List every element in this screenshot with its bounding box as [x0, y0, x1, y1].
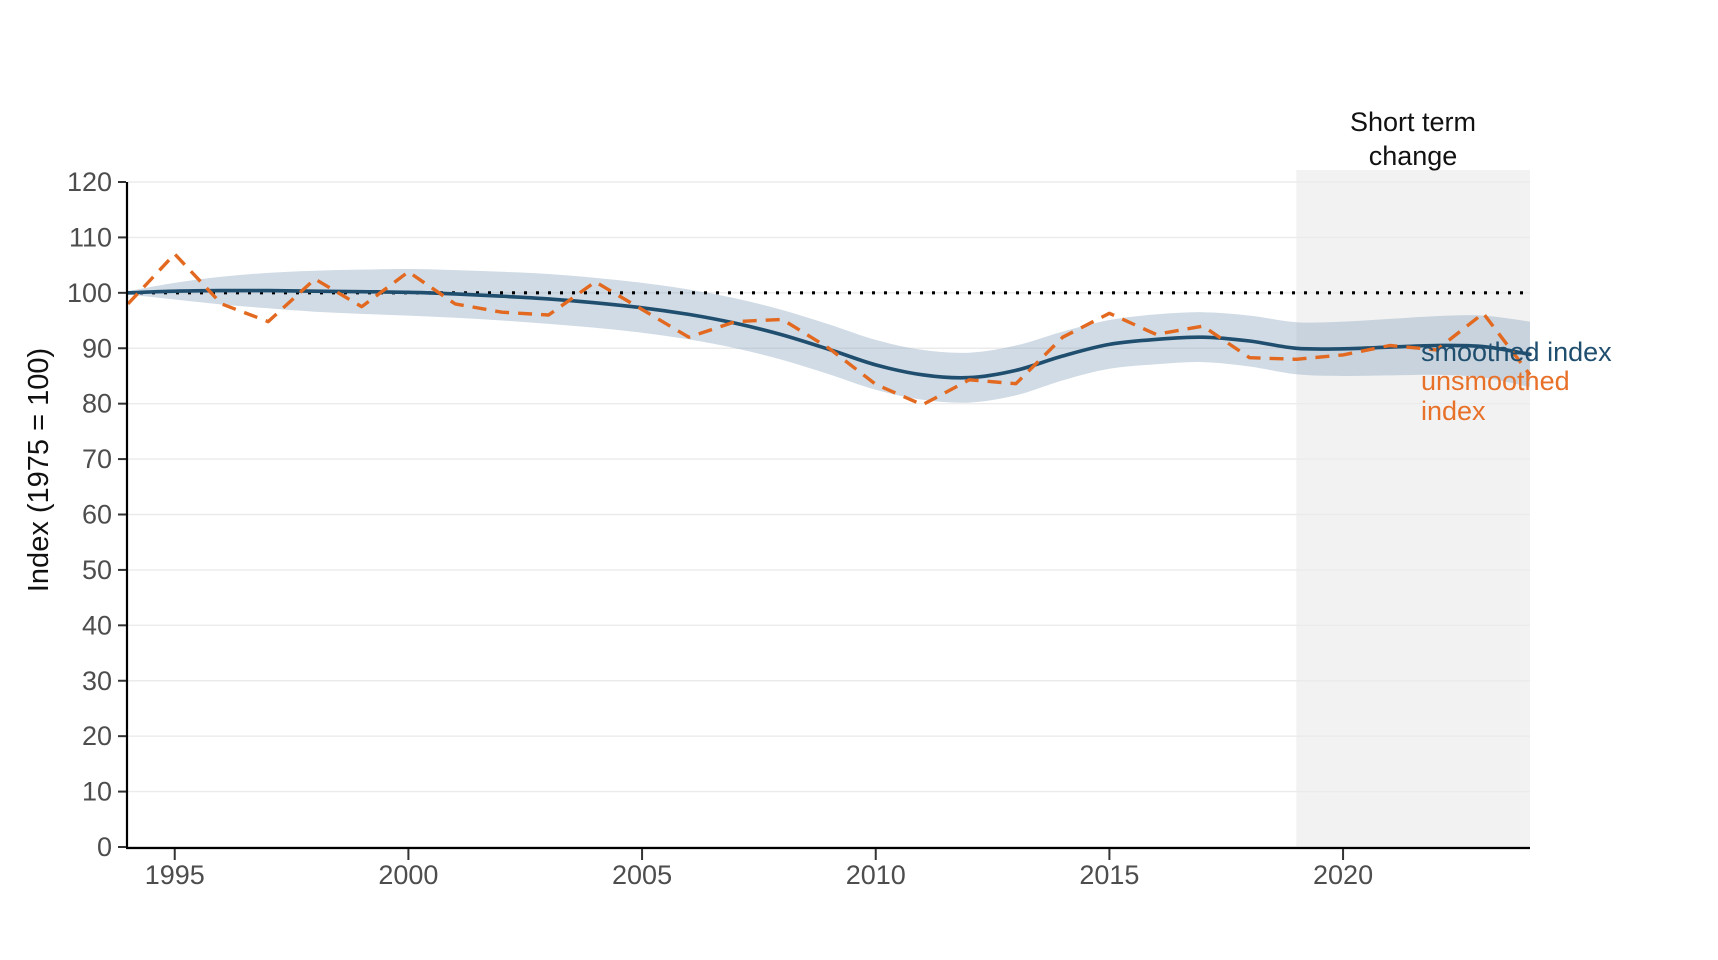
y-tick-label: 100: [67, 278, 112, 308]
y-tick-label: 10: [82, 777, 112, 807]
unsmoothed-index-line: [126, 252, 1532, 407]
y-tick-label: 0: [97, 832, 112, 862]
x-tick-label: 2015: [1079, 860, 1139, 890]
x-tick-label: 2020: [1313, 860, 1373, 890]
axes: [118, 181, 1530, 860]
y-tick-label: 60: [82, 500, 112, 530]
legend-smoothed-index: smoothed index: [1421, 337, 1612, 367]
x-tick-label: 2000: [378, 860, 438, 890]
y-tick-label: 50: [82, 555, 112, 585]
y-tick-label: 30: [82, 666, 112, 696]
y-tick-label: 110: [69, 222, 112, 252]
x-tick-label: 2010: [846, 860, 906, 890]
x-tick-label: 2005: [612, 860, 672, 890]
short-term-region: [1296, 170, 1530, 847]
y-tick-label: 80: [82, 389, 112, 419]
y-tick-label: 40: [82, 610, 112, 640]
legend-unsmoothed-line2: index: [1421, 396, 1486, 426]
y-tick-label: 120: [67, 167, 112, 197]
tick-labels: 0 10 20 30 40 50 60 70 80 90 100 110 120 1995 2000 2005…: [67, 167, 1373, 890]
y-axis-title: Index (1975 = 100): [23, 348, 55, 592]
y-tick-label: 90: [82, 333, 112, 363]
confidence-band: [128, 268, 1530, 403]
x-tick-label: 1995: [145, 860, 205, 890]
legend-unsmoothed-line1: unsmoothed: [1421, 366, 1570, 396]
confidence-band-area: [128, 268, 1530, 403]
y-tick-label: 70: [82, 444, 112, 474]
short-term-label-line1: Short term: [1350, 107, 1476, 137]
short-term-label-line2: change: [1369, 141, 1458, 171]
y-tick-label: 20: [82, 721, 112, 751]
data-lines: [126, 252, 1532, 407]
